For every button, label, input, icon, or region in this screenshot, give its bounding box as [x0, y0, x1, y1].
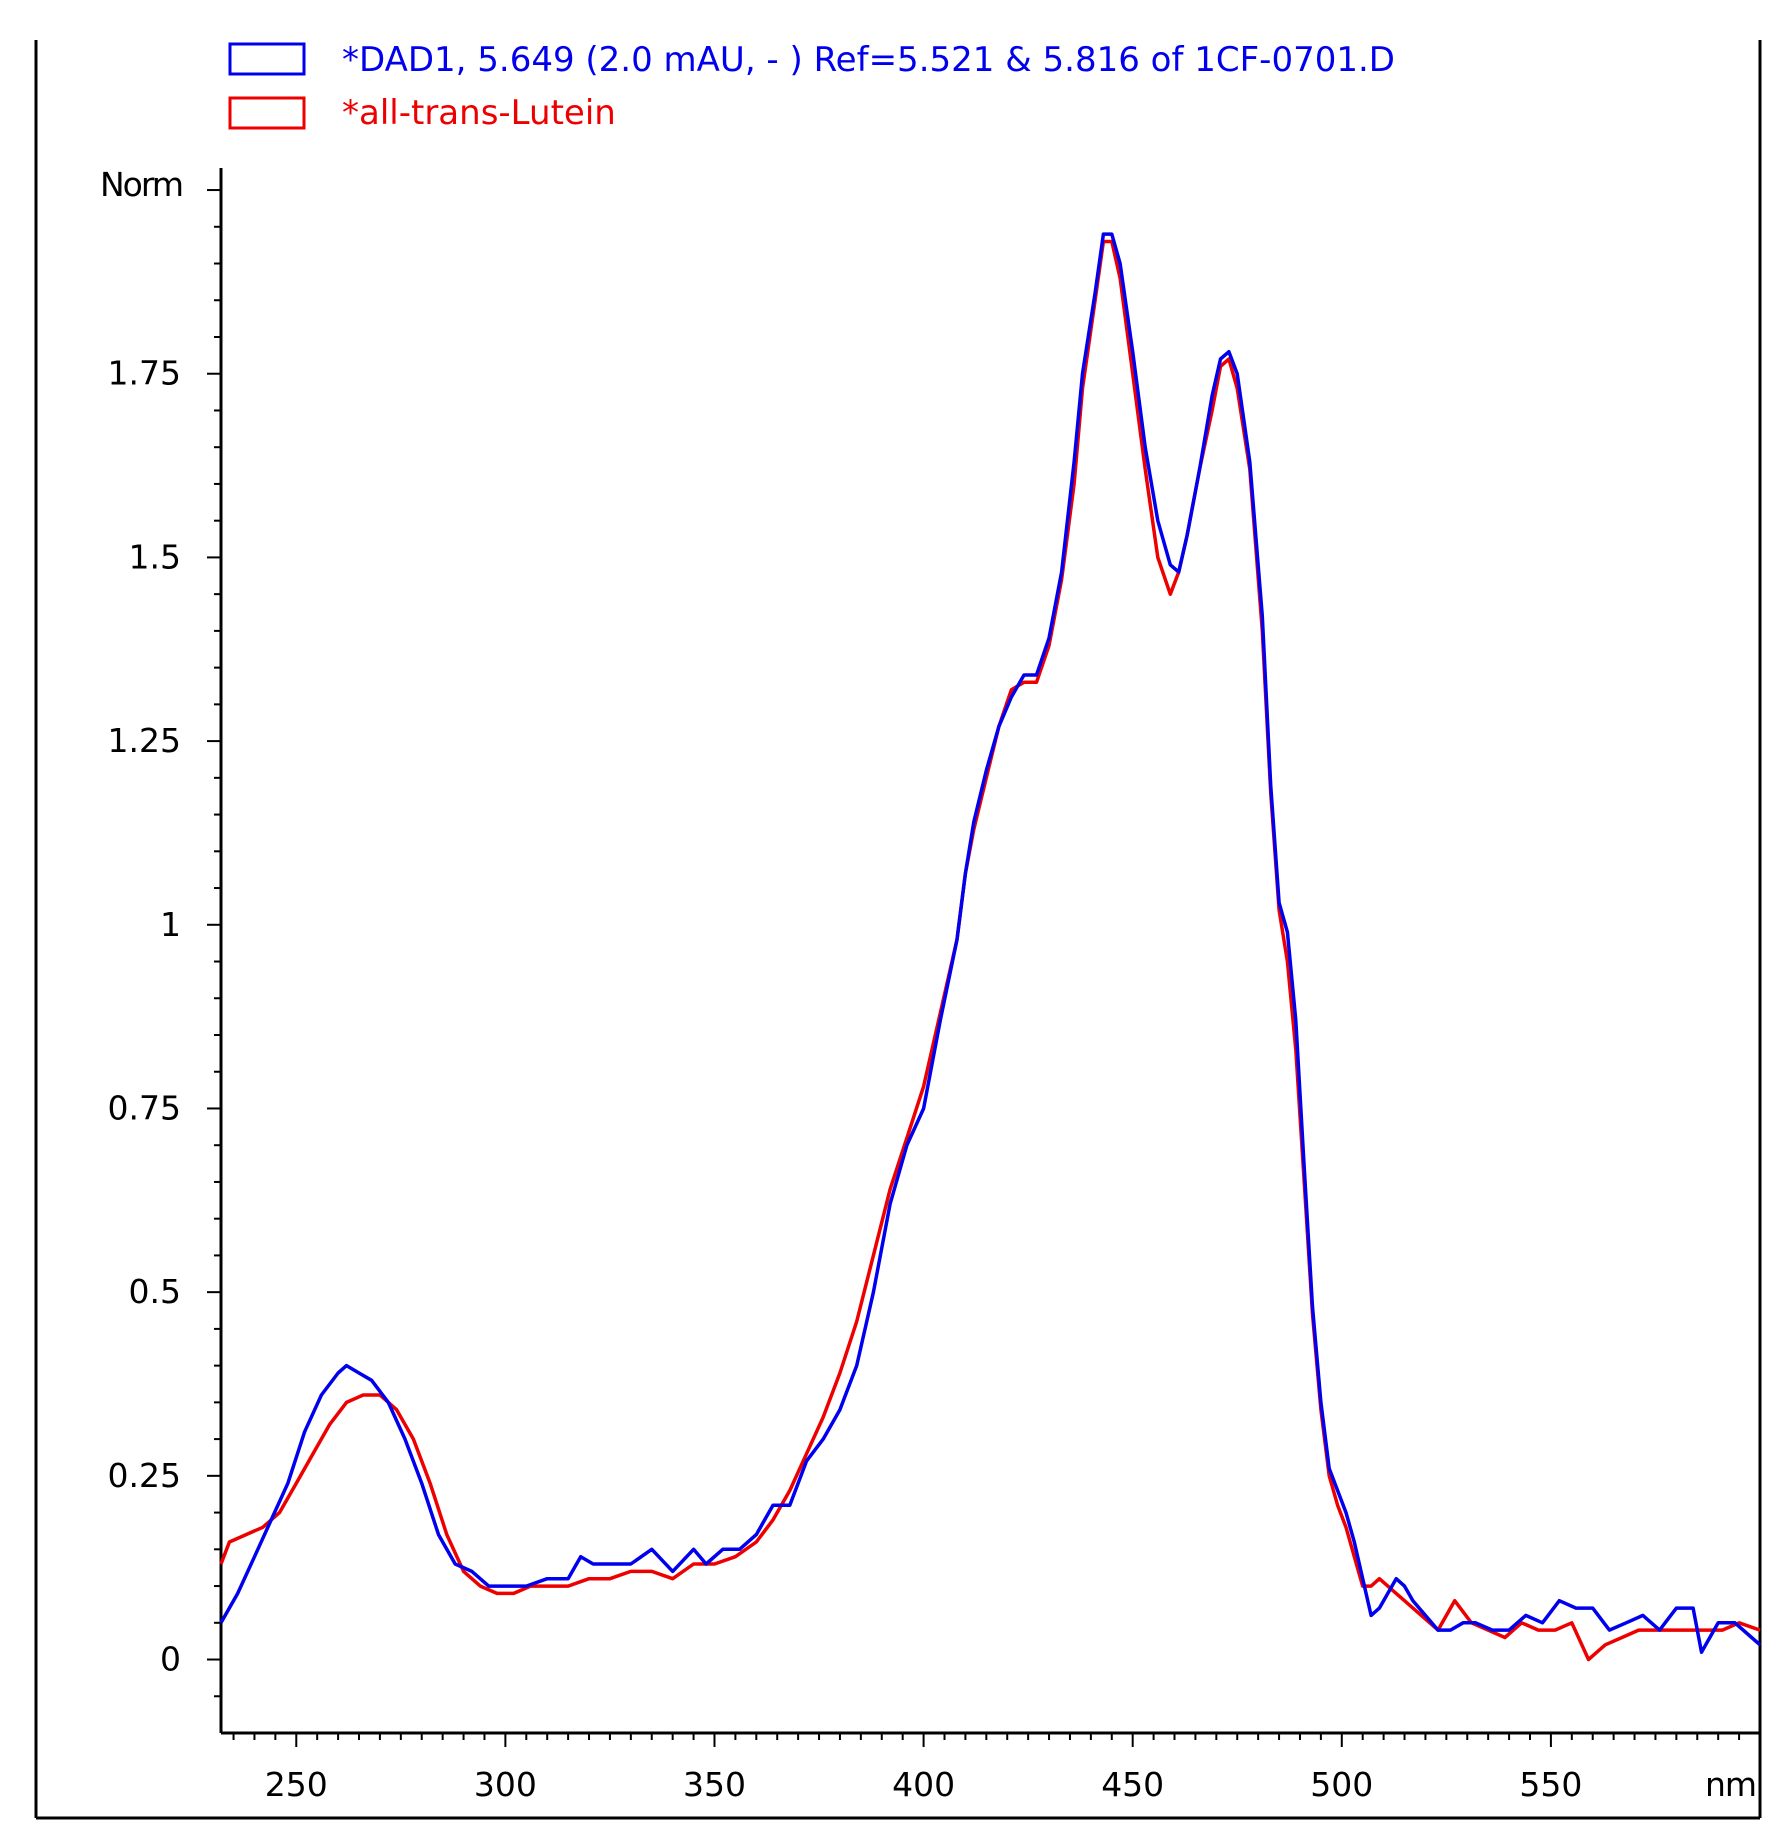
- x-axis-label: nm: [1705, 1765, 1756, 1804]
- x-tick-label: 500: [1310, 1765, 1373, 1804]
- legend-label-dad1: *DAD1, 5.649 (2.0 mAU, - ) Ref=5.521 & 5…: [342, 40, 1395, 80]
- series-line-dad1: [219, 232, 1762, 1654]
- x-tick-label: 250: [265, 1765, 328, 1804]
- legend: *DAD1, 5.649 (2.0 mAU, - ) Ref=5.521 & 5…: [228, 40, 1395, 133]
- legend-swatch-dad1: [228, 42, 306, 76]
- y-ticks: 0 0.25 0.5 0.75 1 1.25 1.5 1.75: [108, 189, 221, 1698]
- y-tick-label: 0.5: [129, 1272, 181, 1311]
- x-tick-label: 350: [683, 1765, 746, 1804]
- legend-label-lutein: *all-trans-Lutein: [342, 93, 616, 133]
- y-axis-label: Norm: [100, 165, 182, 204]
- y-tick-label: 1: [160, 905, 181, 944]
- y-tick-label: 0.75: [108, 1088, 181, 1127]
- legend-swatch-lutein: [228, 96, 306, 130]
- y-tick-label: 0: [160, 1640, 181, 1679]
- plot-lines: [219, 232, 1762, 1662]
- x-tick-label: 300: [474, 1765, 537, 1804]
- x-tick-label: 400: [892, 1765, 955, 1804]
- y-tick-label: 1.5: [129, 537, 181, 576]
- x-tick-label: 450: [1101, 1765, 1164, 1804]
- y-tick-label: 1.25: [108, 721, 181, 760]
- y-tick-label: 1.75: [108, 354, 181, 393]
- y-tick-label: 0.25: [108, 1456, 181, 1495]
- series-line-lutein: [219, 239, 1761, 1662]
- x-tick-label: 550: [1519, 1765, 1582, 1804]
- x-ticks: 250 300 350 400 450 500 550: [232, 1733, 1761, 1804]
